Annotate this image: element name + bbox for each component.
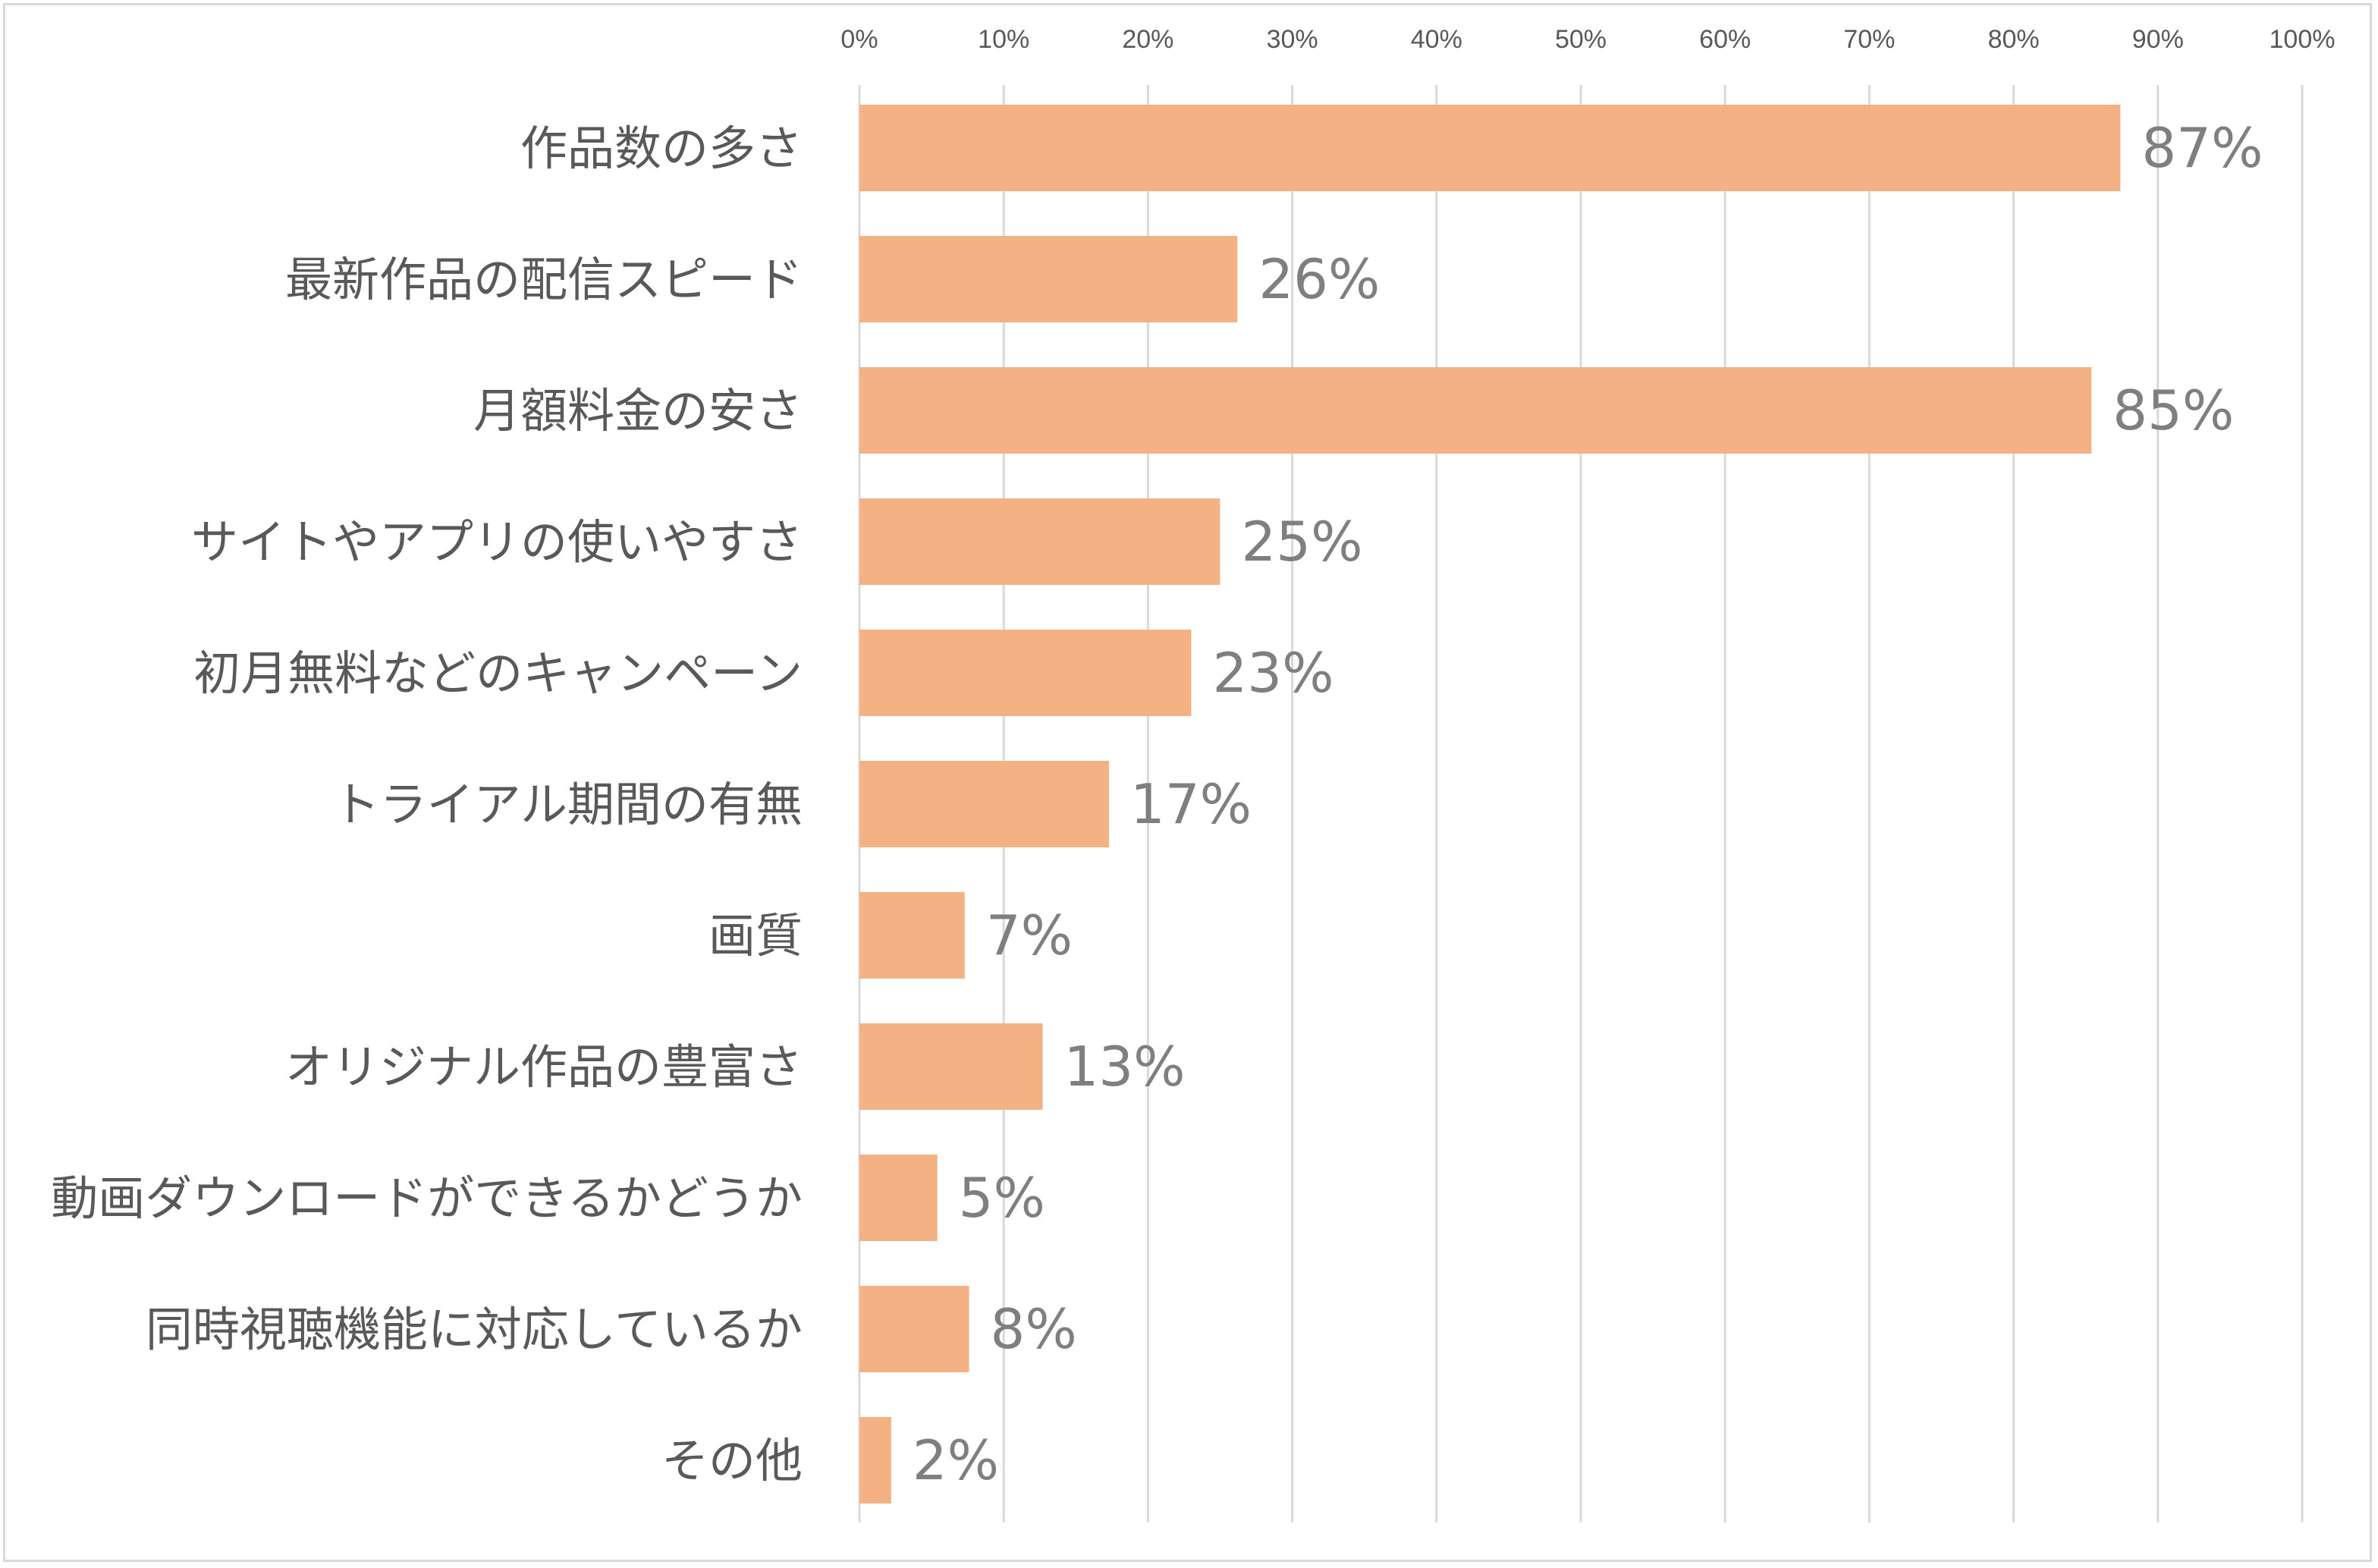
gridlines bbox=[858, 85, 2304, 1522]
category-labels: 作品数の多さ最新作品の配信スピード月額料金の安さサイトやアプリの使いやすさ初月無… bbox=[51, 121, 803, 1488]
category-label: その他 bbox=[661, 1433, 803, 1488]
x-tick-label: 40% bbox=[1411, 25, 1462, 54]
bar bbox=[859, 761, 1110, 847]
category-label: 画質 bbox=[708, 908, 803, 963]
bar bbox=[859, 630, 1192, 716]
bar bbox=[859, 498, 1220, 585]
bars bbox=[859, 105, 2121, 1504]
data-label: 2% bbox=[913, 1428, 999, 1492]
x-tick-label: 20% bbox=[1122, 25, 1173, 54]
data-label: 87% bbox=[2141, 116, 2263, 180]
data-label: 7% bbox=[986, 903, 1073, 967]
category-label: トライアル期間の有無 bbox=[333, 777, 803, 832]
bar bbox=[859, 1023, 1043, 1110]
x-axis-ticks: 0% 10% 20% 30% 40% 50% 60% 70% 80% 90% 100% bbox=[840, 25, 2335, 54]
x-tick-label: 60% bbox=[1699, 25, 1751, 54]
data-label: 13% bbox=[1064, 1035, 1186, 1098]
bar bbox=[859, 892, 965, 979]
x-tick-label: 90% bbox=[2132, 25, 2184, 54]
data-label: 26% bbox=[1258, 247, 1380, 311]
x-tick-label: 30% bbox=[1267, 25, 1318, 54]
category-label: オリジナル作品の豊富さ bbox=[285, 1039, 803, 1095]
data-label: 85% bbox=[2113, 379, 2234, 442]
x-tick-label: 80% bbox=[1988, 25, 2040, 54]
bar bbox=[859, 1155, 938, 1241]
category-label: 動画ダウンロードができるかどうか bbox=[51, 1171, 803, 1226]
category-label: 初月無料などのキャンペーン bbox=[193, 646, 803, 701]
category-label: サイトやアプリの使いやすさ bbox=[191, 514, 803, 570]
x-tick-label: 70% bbox=[1843, 25, 1895, 54]
category-label: 月額料金の安さ bbox=[473, 383, 803, 438]
bar bbox=[859, 236, 1238, 322]
x-tick-label: 10% bbox=[978, 25, 1029, 54]
bar bbox=[859, 1417, 891, 1504]
bar bbox=[859, 105, 2121, 191]
category-label: 最新作品の配信スピード bbox=[285, 252, 803, 307]
bar bbox=[859, 1286, 969, 1372]
data-label: 25% bbox=[1242, 510, 1363, 573]
category-label: 同時視聴機能に対応しているか bbox=[146, 1302, 803, 1357]
bar bbox=[859, 367, 2092, 454]
data-labels: 87% 26% 85% 25% 23% 17% 7% 13% 5% 8% 2% bbox=[913, 116, 2263, 1492]
x-tick-label: 0% bbox=[840, 25, 878, 54]
category-label: 作品数の多さ bbox=[520, 121, 803, 176]
data-label: 17% bbox=[1130, 772, 1252, 836]
x-tick-label: 100% bbox=[2270, 25, 2336, 54]
data-label: 23% bbox=[1212, 641, 1334, 705]
data-label: 5% bbox=[959, 1166, 1045, 1230]
data-label: 8% bbox=[991, 1297, 1077, 1361]
x-tick-label: 50% bbox=[1555, 25, 1607, 54]
